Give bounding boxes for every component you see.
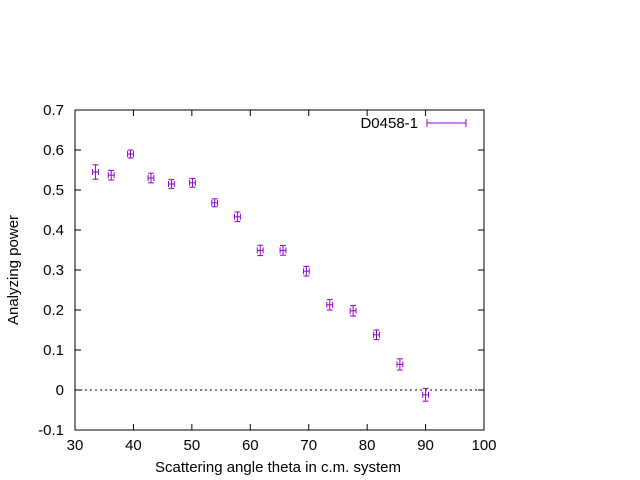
y-tick-label: 0.6 — [43, 142, 64, 159]
legend-label: D0458-1 — [360, 115, 418, 132]
data-point — [92, 164, 99, 180]
legend-marker — [426, 119, 467, 127]
data-point — [422, 387, 429, 402]
plot-frame — [74, 109, 485, 431]
x-tick-label: 60 — [242, 437, 259, 454]
series-layer — [92, 149, 429, 402]
x-axis-title: Scattering angle theta in c.m. system — [155, 459, 401, 476]
y-tick-label: 0 — [56, 382, 64, 399]
data-point — [211, 198, 219, 208]
data-point — [373, 329, 380, 341]
y-tick-label: 0.5 — [43, 182, 64, 199]
x-tick-label: 100 — [471, 437, 496, 454]
x-tick-label: 50 — [184, 437, 201, 454]
x-tick-label: 40 — [125, 437, 142, 454]
data-point — [396, 358, 404, 371]
data-point — [279, 245, 287, 256]
x-tick-label: 90 — [417, 437, 434, 454]
x-tick-label: 30 — [67, 437, 84, 454]
y-tick-label: -0.1 — [38, 422, 64, 439]
x-tick-label: 70 — [300, 437, 317, 454]
y-tick-label: 0.4 — [43, 222, 64, 239]
data-point — [256, 244, 264, 257]
data-point — [189, 177, 196, 188]
y-tick-label: 0.2 — [43, 302, 64, 319]
axis-layer: 30 40 50 60 70 80 90 100 -0.1 0 0.1 0.2 0.3 0.4 0.5 0.6… — [38, 102, 496, 454]
data-point — [326, 299, 334, 311]
y-tick-label: 0.1 — [43, 342, 64, 359]
data-point — [234, 211, 241, 223]
data-point — [127, 149, 134, 159]
data-point — [107, 169, 115, 181]
x-tick-label: 80 — [359, 437, 376, 454]
y-tick-label: 0.3 — [43, 262, 64, 279]
y-axis-title: Analyzing power — [5, 215, 22, 325]
data-point — [349, 305, 357, 317]
y-tick-label: 0.7 — [43, 102, 64, 119]
data-point — [147, 172, 155, 184]
data-point — [302, 265, 310, 277]
data-point — [167, 179, 175, 189]
